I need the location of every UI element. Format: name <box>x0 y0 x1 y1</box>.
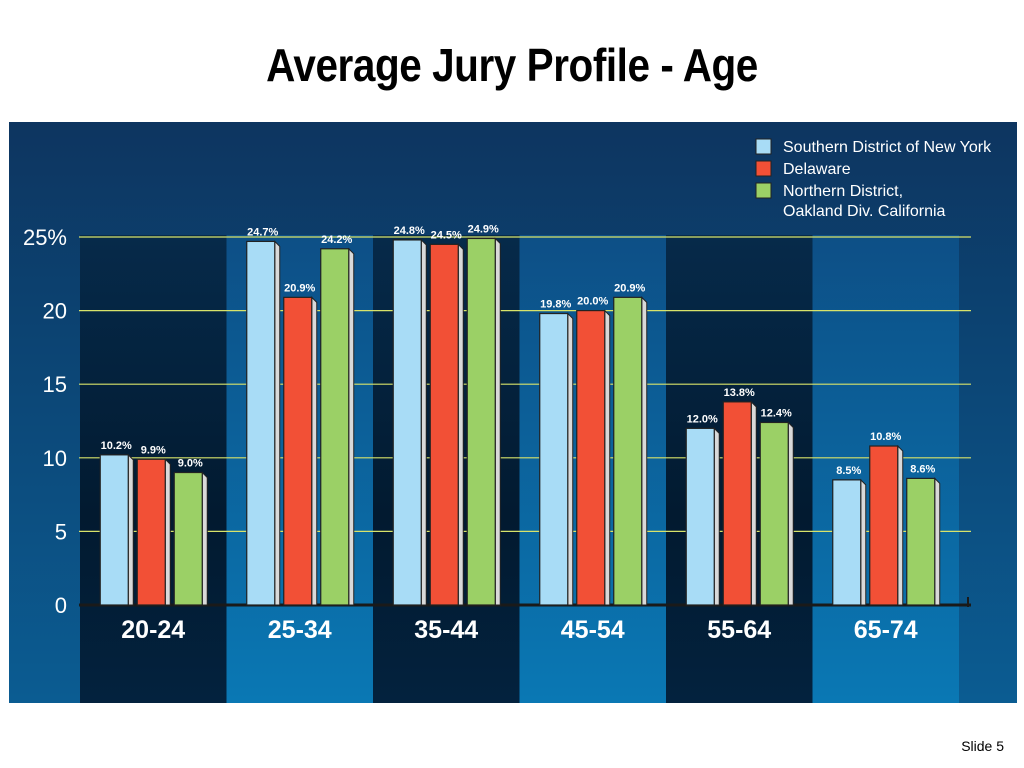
x-tick-label: 35-44 <box>414 616 478 644</box>
bar-face <box>99 454 129 606</box>
x-tick-label: 55-64 <box>707 616 771 644</box>
bar <box>246 240 281 606</box>
bar-side <box>750 400 757 606</box>
bar-side <box>787 421 794 606</box>
bar-chart: 0 5 10 15 20 25% 10.2% 9.9% 9.0% 24.7% 20.9% 24.2%… <box>9 122 1017 703</box>
bar <box>99 453 134 606</box>
x-tick-label: 25-34 <box>268 616 332 644</box>
bar <box>759 421 794 606</box>
bar-face <box>392 239 422 606</box>
bar-face <box>173 471 203 606</box>
bar-side <box>494 237 501 606</box>
y-tick-label: 5 <box>55 519 67 544</box>
bar-side <box>420 238 427 606</box>
bar-value-label: 12.0% <box>687 413 718 425</box>
legend-swatch <box>755 160 772 177</box>
bar-value-label: 8.6% <box>910 463 935 475</box>
bar-face <box>869 445 899 606</box>
bar-value-label: 24.8% <box>394 225 425 237</box>
bar-face <box>759 421 789 606</box>
bar <box>906 477 941 606</box>
bar-value-label: 19.8% <box>540 299 571 311</box>
bar-side <box>127 453 134 606</box>
bar-value-label: 24.9% <box>468 223 499 235</box>
bar <box>392 238 427 606</box>
bar <box>173 471 208 606</box>
bar <box>466 237 501 606</box>
bar-side <box>897 444 904 606</box>
bar-value-label: 20.0% <box>577 296 608 308</box>
bar-value-label: 20.9% <box>284 282 315 294</box>
bar-value-label: 12.4% <box>761 407 792 419</box>
bar-face <box>136 458 166 606</box>
bar <box>283 296 318 606</box>
bar <box>539 312 574 606</box>
bar-face <box>576 310 606 606</box>
bar-side <box>641 296 648 606</box>
legend-label: Oakland Div. California <box>783 203 946 220</box>
legend-swatch <box>755 138 772 155</box>
bar-side <box>457 243 464 606</box>
bar-side <box>201 471 208 606</box>
bar-face <box>466 237 496 606</box>
bar <box>722 400 757 606</box>
bar-face <box>832 479 862 606</box>
bar-value-label: 9.9% <box>141 444 166 456</box>
bar-side <box>348 247 355 606</box>
bar-value-label: 10.8% <box>870 431 901 443</box>
legend-label: Southern District of New York <box>783 139 992 156</box>
bar-value-label: 10.2% <box>101 440 132 452</box>
bar <box>613 296 648 606</box>
chart-area: 0 5 10 15 20 25% 10.2% 9.9% 9.0% 24.7% 20.9% 24.2%… <box>9 122 1017 703</box>
x-tick-label: 65-74 <box>854 616 918 644</box>
x-tick-label: 20-24 <box>121 616 185 644</box>
bar <box>832 478 867 606</box>
bar-face <box>613 296 643 606</box>
y-tick-label: 15 <box>43 372 67 397</box>
legend-label: Northern District, <box>783 183 903 200</box>
slide-title: Average Jury Profile - Age <box>266 39 758 91</box>
bar-value-label: 20.9% <box>614 282 645 294</box>
bar-face <box>320 248 350 606</box>
slide-number: Slide 5 <box>961 738 1004 754</box>
bar <box>869 444 904 606</box>
bar-face <box>685 427 715 606</box>
bar-value-label: 24.5% <box>431 229 462 241</box>
bar-side <box>713 427 720 606</box>
bar-value-label: 8.5% <box>836 465 861 477</box>
bar <box>429 243 464 606</box>
bar <box>576 309 611 606</box>
bar-face <box>246 240 276 606</box>
bar-value-label: 13.8% <box>724 387 755 399</box>
y-tick-label: 0 <box>55 593 67 618</box>
bar-side <box>934 477 941 606</box>
bar-value-label: 24.2% <box>321 234 352 246</box>
bar-face <box>906 477 936 606</box>
bar-value-label: 9.0% <box>178 458 203 470</box>
x-tick-label: 45-54 <box>561 616 625 644</box>
legend-swatch <box>755 182 772 199</box>
bar-side <box>164 458 171 606</box>
bar-face <box>722 401 752 606</box>
bar <box>685 427 720 606</box>
bar-side <box>311 296 318 606</box>
bar-value-label: 24.7% <box>247 226 278 238</box>
y-tick-label: 25% <box>23 225 67 250</box>
bar-face <box>539 312 569 606</box>
bar-side <box>604 309 611 606</box>
y-tick-label: 20 <box>43 299 67 324</box>
bar-face <box>283 296 313 606</box>
bar-side <box>567 312 574 606</box>
bar-side <box>860 478 867 606</box>
y-tick-label: 10 <box>43 446 67 471</box>
bar-face <box>429 243 459 606</box>
bar-side <box>274 240 281 606</box>
bar <box>320 247 355 606</box>
bar <box>136 458 171 606</box>
legend-label: Delaware <box>783 161 851 178</box>
